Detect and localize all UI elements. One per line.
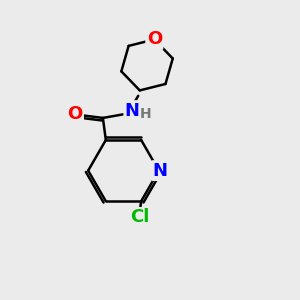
Text: N: N (125, 102, 140, 120)
Text: Cl: Cl (130, 208, 149, 226)
Text: H: H (140, 106, 152, 121)
Text: O: O (147, 30, 162, 48)
Text: O: O (67, 104, 83, 122)
Text: N: N (153, 162, 168, 180)
